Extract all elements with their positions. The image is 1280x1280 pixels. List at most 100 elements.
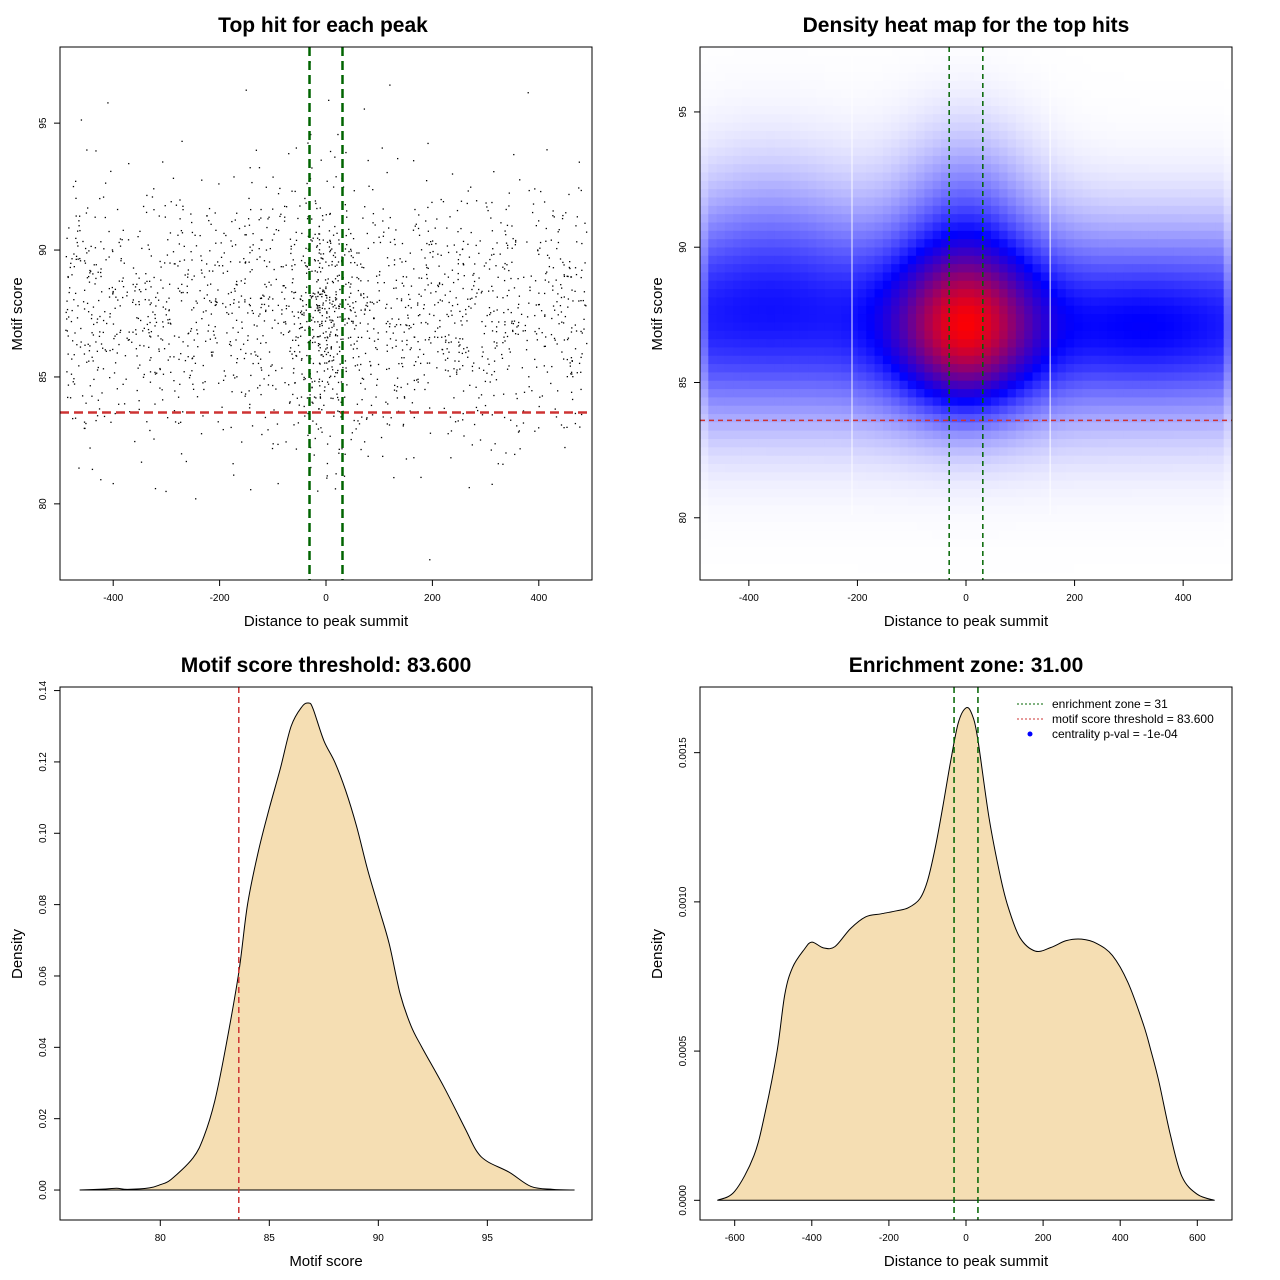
heat-cell [999,213,1009,223]
scatter-point [339,288,341,291]
heat-cell [849,438,859,448]
scatter-point [405,458,408,460]
heat-cell [924,530,934,539]
heat-cell [866,421,876,431]
scatter-point [506,244,509,247]
heat-cell [799,438,809,448]
heat-cell [708,513,718,523]
scatter-point [257,362,260,365]
heat-cell [957,138,967,148]
heat-cell [733,213,743,223]
scatter-point [328,230,331,232]
scatter-point [291,268,293,271]
heat-cell [783,438,793,448]
heat-cell [799,338,809,348]
scatter-point [316,305,319,307]
scatter-point [87,311,90,313]
heat-cell [766,271,776,281]
heat-cell [949,338,959,348]
scatter-point [260,342,262,344]
heat-cell [957,213,967,223]
scatter-point [321,215,324,217]
heat-cell [999,480,1009,489]
heat-cell [791,380,801,390]
scatter-point [236,362,238,364]
heat-cell [990,280,1000,290]
heat-cell [774,355,784,365]
heat-cell [857,238,867,248]
heat-cell [924,346,934,356]
scatter-point [114,307,116,309]
heat-cell [982,71,992,81]
heat-cell [907,313,917,323]
heat-cell [882,321,892,331]
scatter-point [543,292,546,295]
heat-cell [749,338,759,348]
scatter-point [548,257,550,259]
scatter-point [138,289,141,291]
scatter-point [449,416,452,418]
heat-cell [1074,55,1083,65]
heat-cell [816,480,826,489]
scatter-point [264,416,267,419]
heat-cell [924,238,934,248]
heat-cell [957,346,967,356]
heat-cell [999,180,1009,190]
heat-cell [849,513,859,523]
heat-cell [833,271,842,281]
heat-cell [1007,405,1017,415]
heat-cell [1057,121,1067,131]
heat-cell [932,505,942,514]
scatter-point [335,372,337,374]
scatter-point [321,293,323,295]
scatter-point [214,337,217,339]
scatter-point [337,399,340,401]
scatter-point [338,243,340,245]
heat-cell [1032,155,1042,165]
heat-cell [957,446,967,456]
heat-cell [849,313,859,323]
heat-cell [741,121,751,131]
heat-cell [824,521,834,531]
heat-cell [700,446,709,456]
heat-cell [891,280,901,290]
scatter-point [240,280,242,282]
scatter-point [488,363,490,366]
scatter-point [305,247,307,250]
scatter-point [337,381,340,384]
heat-cell [716,405,726,415]
heat-cell [999,138,1009,148]
heat-cell [990,488,1000,498]
heat-cell [1032,180,1042,190]
heat-cell [774,563,784,573]
heat-cell [1057,255,1067,265]
heat-cell [866,296,876,306]
heat-cell [982,438,992,448]
heat-cell [1049,496,1059,506]
heat-cell [808,380,817,390]
scatter-point [525,349,528,351]
heat-cell [824,546,834,556]
heat-cell [999,163,1009,173]
heat-cell [891,196,901,206]
scatter-point [220,256,223,259]
heat-cell [816,213,826,223]
heat-cell [941,63,950,73]
heat-cell [841,438,851,448]
heat-cell [1032,280,1042,290]
scatter-point [511,320,513,322]
heat-cell [700,205,709,215]
scatter-point [111,286,113,289]
scatter-point [196,329,198,331]
scatter-point [367,280,369,282]
scatter-point [352,307,355,309]
heat-cell [957,196,967,206]
scatter-point [451,304,454,307]
heat-cell [957,130,967,140]
heat-cell [957,238,967,248]
scatter-point [169,356,171,358]
heat-cell [833,288,842,298]
scatter-point [355,301,357,303]
heat-cell [949,130,959,140]
heat-cell [749,121,759,131]
